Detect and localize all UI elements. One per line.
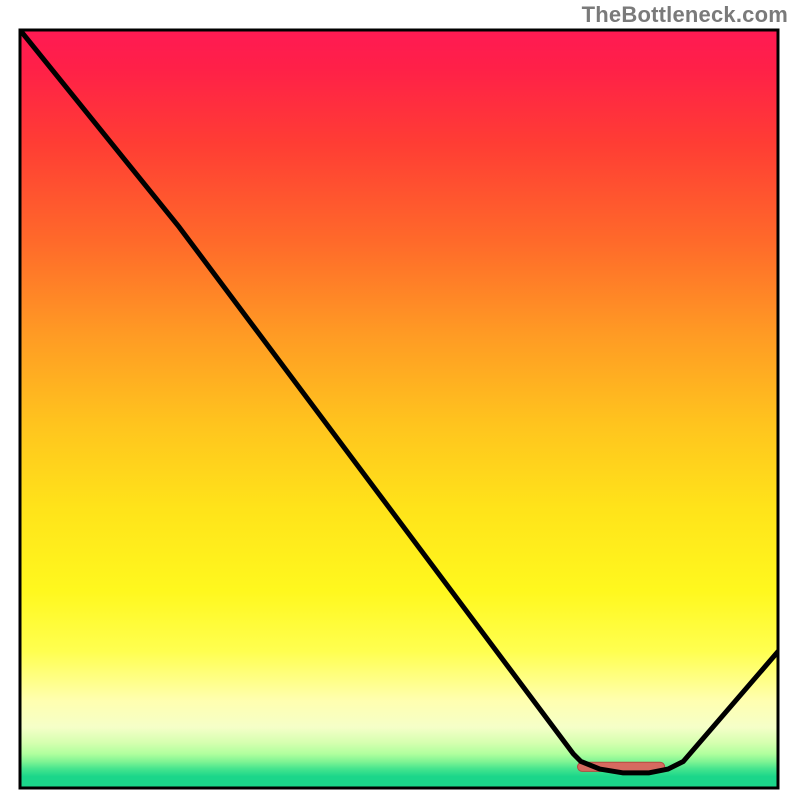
bottleneck-chart	[0, 0, 800, 800]
attribution-text: TheBottleneck.com	[582, 2, 788, 28]
gradient-background	[20, 30, 778, 788]
